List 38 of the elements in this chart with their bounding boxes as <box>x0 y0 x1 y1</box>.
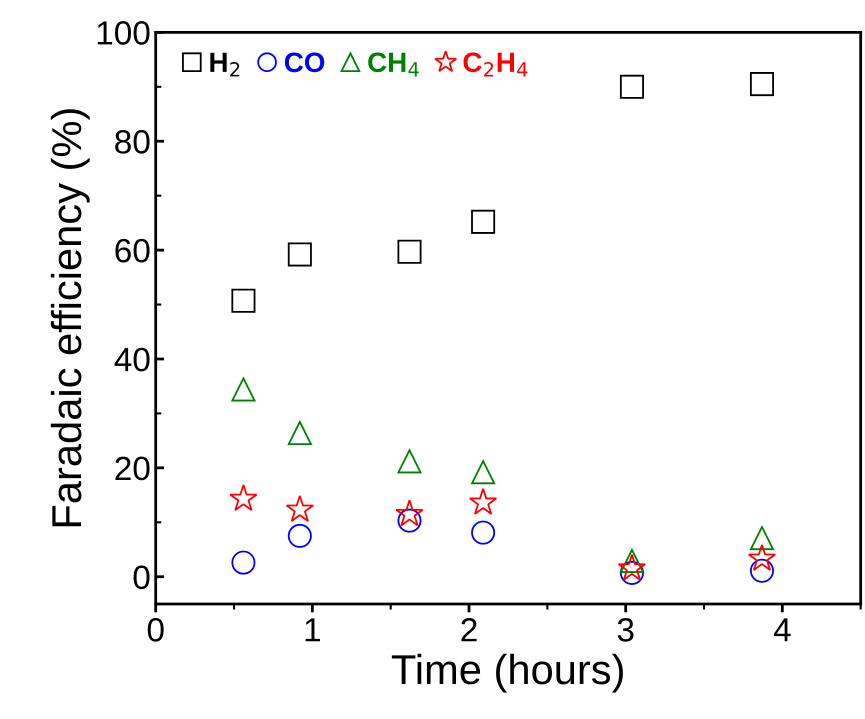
y-tick-label: 60 <box>115 238 150 263</box>
point <box>288 524 312 548</box>
point <box>750 72 774 96</box>
legend-label: CH$_{4}$ <box>368 52 419 76</box>
point <box>471 210 496 234</box>
y-tick-label: 100 <box>98 21 150 45</box>
point <box>231 550 256 575</box>
point <box>618 554 646 581</box>
point <box>750 558 774 583</box>
x-tick-label: 2 <box>461 618 477 642</box>
y-tick-label: 40 <box>114 348 150 372</box>
point <box>397 508 422 533</box>
x-tick-label: 4 <box>774 618 791 642</box>
point <box>395 499 424 526</box>
point <box>288 421 312 446</box>
x-tick-label: 3 <box>618 618 634 642</box>
legend-label: CO <box>284 52 324 72</box>
point <box>620 74 644 99</box>
point <box>471 520 496 545</box>
point <box>229 484 258 512</box>
y-tick-label: 20 <box>115 456 150 480</box>
point <box>397 240 422 264</box>
y-tick-label: 80 <box>115 130 150 154</box>
legend-label: H$_{2}$ <box>210 52 240 76</box>
x-axis-title: Time (hours) <box>392 654 623 693</box>
y-tick-label: 0 <box>134 566 150 590</box>
point <box>286 494 314 522</box>
point <box>750 526 774 550</box>
point <box>288 242 312 266</box>
point <box>231 288 256 313</box>
point <box>397 449 422 474</box>
point <box>471 460 496 484</box>
point <box>231 377 256 402</box>
legend-label: C$_{2}$H$_{4}$ <box>464 52 528 76</box>
point <box>748 544 776 571</box>
x-tick-label: 1 <box>306 618 320 642</box>
point <box>469 488 498 515</box>
y-axis-title: Faradaic efficiency (%) <box>50 109 90 526</box>
